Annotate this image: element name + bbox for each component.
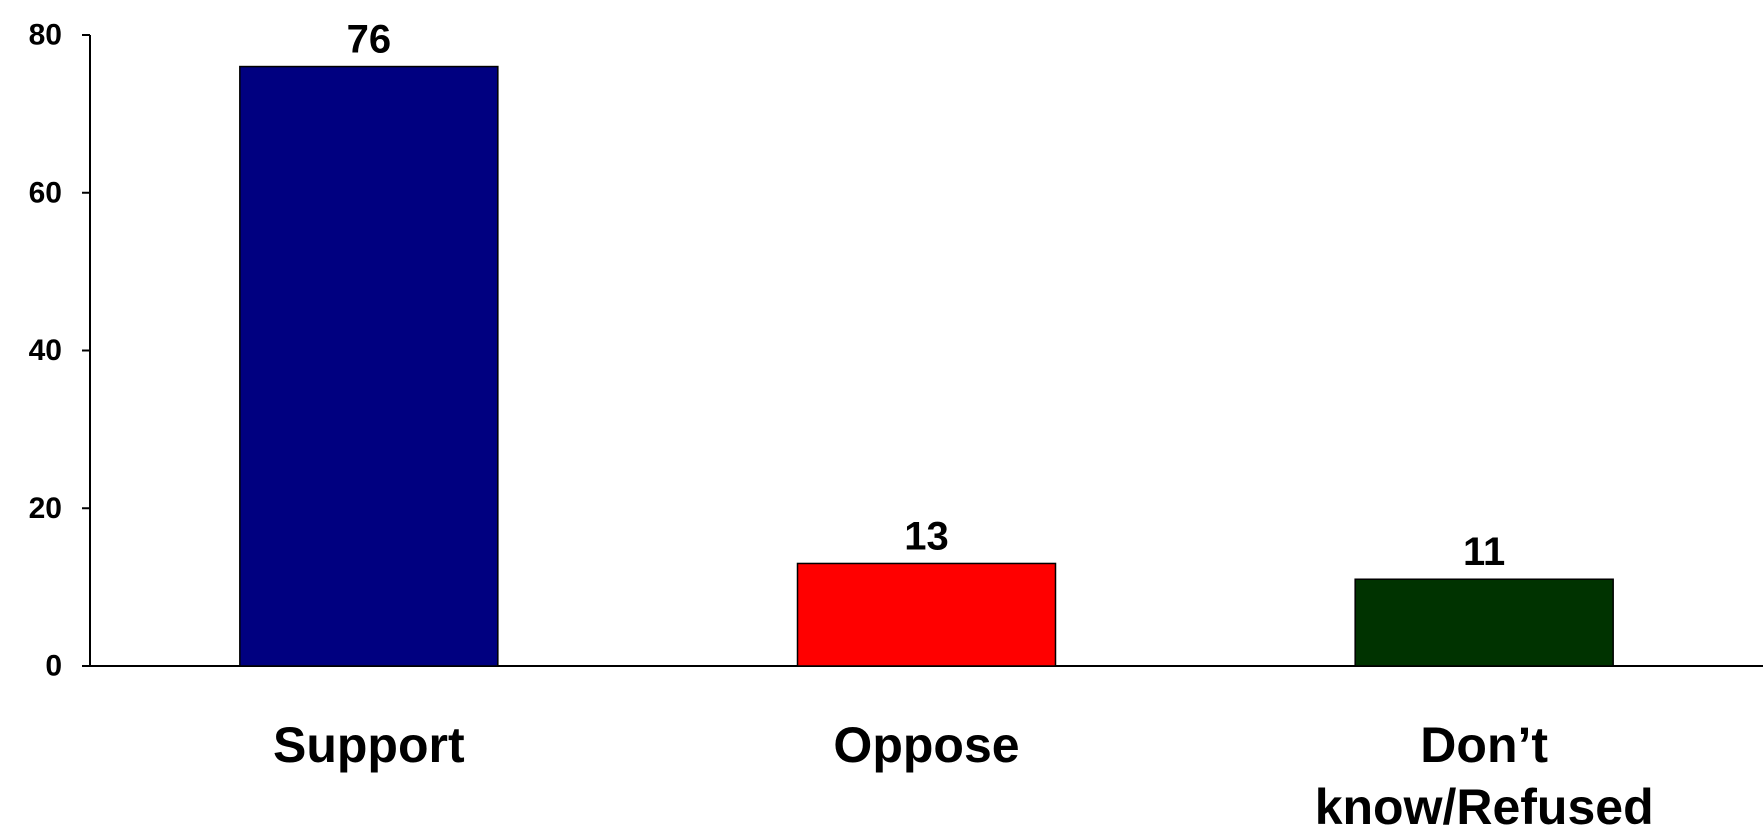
bar-1 (240, 67, 498, 666)
y-tick-label: 20 (29, 492, 62, 525)
bars (240, 67, 1613, 666)
y-tick-labels: 0 20 40 60 80 (29, 19, 90, 683)
data-label: 11 (1463, 530, 1505, 574)
data-label: 13 (904, 514, 949, 558)
category-label-line: know/Refused (1315, 779, 1654, 835)
category-label-line: Oppose (833, 717, 1019, 773)
bar-2 (798, 563, 1056, 666)
y-tick-label: 0 (45, 650, 62, 683)
data-label: 76 (347, 18, 392, 62)
category-label: Don’t know/Refused (1315, 717, 1654, 835)
category-label: Support (273, 717, 465, 773)
y-tick-label: 60 (29, 176, 62, 209)
data-labels: 76 13 11 (347, 18, 1506, 575)
category-label-line: Don’t (1420, 717, 1548, 773)
category-label-line: Support (273, 717, 465, 773)
y-tick-label: 80 (29, 19, 62, 52)
category-label: Oppose (833, 717, 1019, 773)
category-labels: Support Oppose Don’t know/Refused (273, 717, 1654, 835)
y-tick-label: 40 (29, 334, 62, 367)
bar-3 (1355, 579, 1613, 666)
